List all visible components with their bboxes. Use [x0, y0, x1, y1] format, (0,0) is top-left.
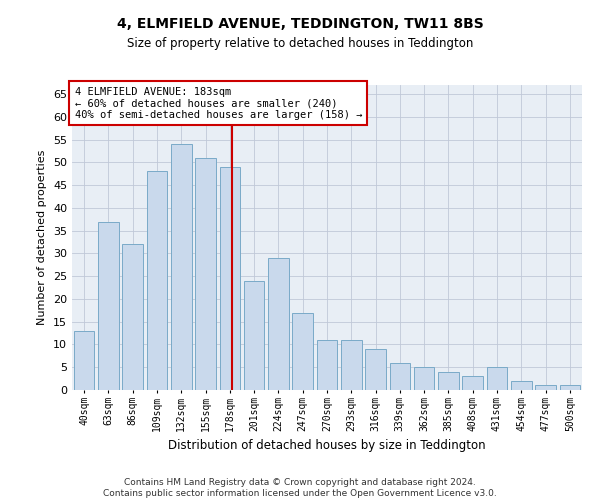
- Bar: [511, 381, 532, 390]
- Y-axis label: Number of detached properties: Number of detached properties: [37, 150, 47, 325]
- Text: Size of property relative to detached houses in Teddington: Size of property relative to detached ho…: [127, 38, 473, 51]
- X-axis label: Distribution of detached houses by size in Teddington: Distribution of detached houses by size …: [168, 439, 486, 452]
- Bar: [195, 158, 216, 390]
- Text: 4 ELMFIELD AVENUE: 183sqm
← 60% of detached houses are smaller (240)
40% of semi: 4 ELMFIELD AVENUE: 183sqm ← 60% of detac…: [74, 86, 362, 120]
- Bar: [414, 367, 434, 390]
- Bar: [535, 386, 556, 390]
- Bar: [122, 244, 143, 390]
- Bar: [98, 222, 119, 390]
- Bar: [74, 331, 94, 390]
- Bar: [365, 349, 386, 390]
- Bar: [146, 172, 167, 390]
- Bar: [389, 362, 410, 390]
- Bar: [317, 340, 337, 390]
- Bar: [560, 386, 580, 390]
- Bar: [244, 280, 265, 390]
- Bar: [220, 167, 240, 390]
- Bar: [341, 340, 362, 390]
- Bar: [487, 367, 508, 390]
- Bar: [171, 144, 191, 390]
- Bar: [463, 376, 483, 390]
- Bar: [438, 372, 459, 390]
- Bar: [292, 312, 313, 390]
- Bar: [268, 258, 289, 390]
- Text: 4, ELMFIELD AVENUE, TEDDINGTON, TW11 8BS: 4, ELMFIELD AVENUE, TEDDINGTON, TW11 8BS: [116, 18, 484, 32]
- Text: Contains HM Land Registry data © Crown copyright and database right 2024.
Contai: Contains HM Land Registry data © Crown c…: [103, 478, 497, 498]
